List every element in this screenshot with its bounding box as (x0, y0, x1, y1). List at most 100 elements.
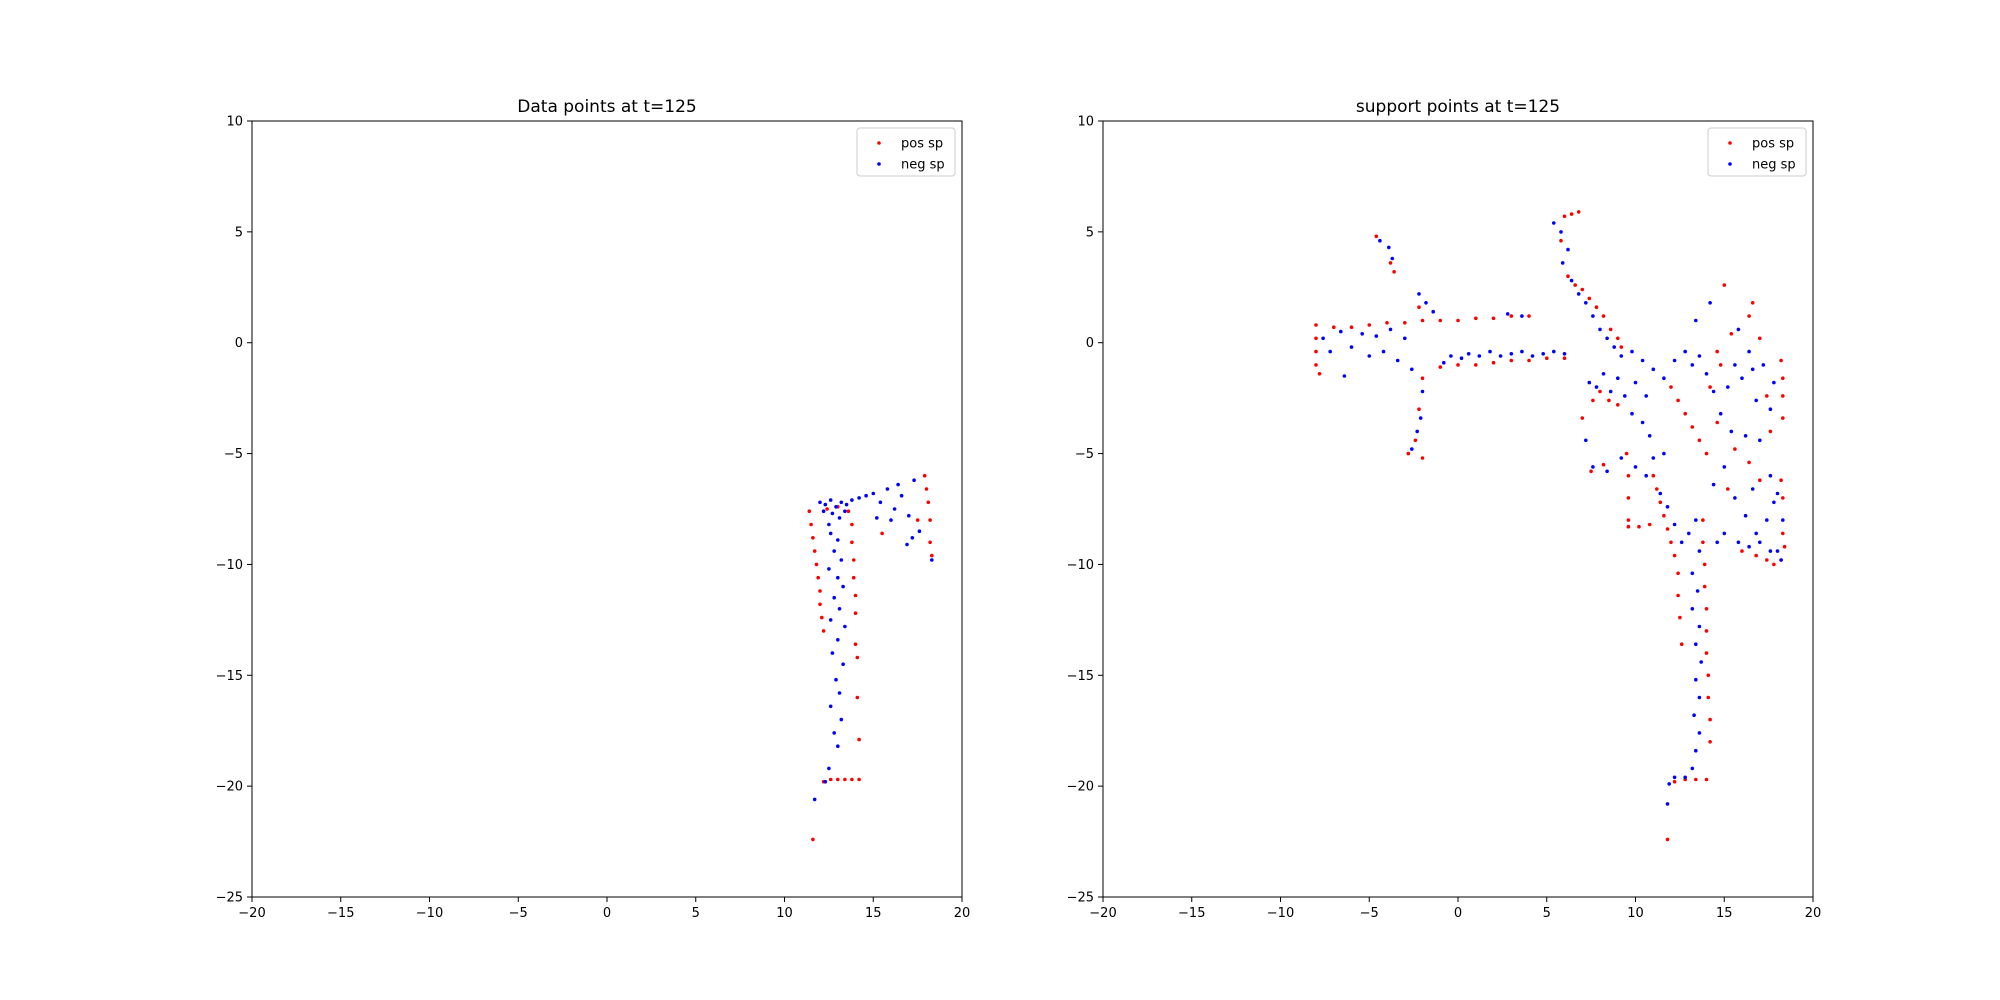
right-point-pos-25 (1374, 234, 1379, 239)
right-point-neg-92 (1683, 775, 1687, 780)
left-point-pos-3 (812, 549, 817, 553)
left-point-pos-25 (828, 777, 833, 782)
right-point-neg-88 (1692, 713, 1696, 717)
right-point-pos-60 (1647, 522, 1652, 527)
right-point-neg-30 (1509, 352, 1514, 356)
right-point-neg-68 (1619, 456, 1624, 460)
left-point-neg-15 (839, 558, 844, 562)
right-point-neg-111 (1750, 367, 1755, 372)
right-point-neg-12 (1342, 374, 1347, 378)
right-point-pos-82 (1704, 629, 1709, 633)
right-point-neg-83 (1697, 624, 1702, 629)
right-point-neg-48 (1612, 345, 1616, 349)
right-point-pos-41 (1587, 296, 1592, 301)
right-point-neg-78 (1694, 518, 1698, 522)
right-point-pos-114 (1781, 496, 1785, 500)
left-point-neg-1 (823, 502, 828, 507)
right-point-neg-50 (1630, 349, 1634, 354)
right-point-pos-40 (1580, 287, 1585, 292)
left-x-tick-label-6: 10 (776, 906, 793, 921)
left-point-neg-7 (821, 509, 826, 513)
left-point-pos-4 (814, 562, 819, 567)
right-point-pos-27 (1392, 270, 1396, 274)
right-point-pos-85 (1706, 695, 1711, 700)
left-point-neg-45 (905, 542, 909, 547)
right-point-pos-118 (1768, 429, 1773, 434)
right-point-neg-21 (1415, 429, 1419, 434)
right-point-neg-126 (1768, 473, 1773, 478)
left-y-tick-label-6: −20 (216, 780, 243, 795)
right-y-axis: 10 5 0 −5 −10 −15 −20 −25 (1067, 115, 1103, 906)
left-point-neg-27 (837, 691, 842, 695)
right-point-pos-32 (1406, 451, 1411, 456)
left-point-pos-14 (850, 522, 854, 527)
right-point-pos-46 (1619, 345, 1624, 349)
right-point-pos-11 (1438, 318, 1443, 323)
right-x-tick-label-7: 15 (1716, 906, 1733, 921)
right-point-neg-132 (1779, 558, 1783, 562)
right-point-neg-79 (1697, 549, 1702, 553)
right-point-pos-56 (1626, 496, 1631, 500)
right-point-neg-62 (1630, 411, 1634, 416)
right-point-pos-26 (1388, 261, 1393, 265)
right-point-pos-44 (1608, 327, 1613, 332)
right-point-neg-134 (1775, 549, 1780, 553)
right-point-neg-59 (1644, 394, 1648, 398)
right-point-pos-91 (1690, 425, 1695, 429)
left-x-tick-label-7: 15 (865, 906, 882, 921)
right-point-neg-15 (1390, 256, 1395, 261)
right-point-neg-123 (1765, 518, 1769, 522)
left-x-tick-label-0: −20 (238, 906, 265, 921)
right-point-pos-100 (1715, 349, 1719, 354)
right-point-neg-38 (1552, 221, 1556, 225)
right-point-neg-69 (1633, 465, 1638, 469)
right-point-pos-21 (1509, 358, 1514, 363)
left-point-pos-30 (922, 473, 927, 478)
right-point-pos-45 (1616, 336, 1620, 341)
right-point-pos-108 (1772, 562, 1776, 567)
right-point-neg-98 (1690, 363, 1695, 367)
right-point-neg-65 (1584, 438, 1588, 443)
right-x-tick-label-0: −20 (1089, 906, 1116, 921)
right-y-tick-label-3: −5 (1075, 447, 1094, 462)
right-y-tick-label-7: −25 (1067, 891, 1094, 906)
right-point-neg-136 (1715, 540, 1719, 545)
right-point-pos-109 (1779, 358, 1783, 363)
left-point-pos-6 (818, 589, 822, 593)
right-point-neg-119 (1711, 482, 1716, 487)
right-point-pos-90 (1683, 411, 1687, 416)
right-scatter-panel: support points at t=125 −20 −15 −10 −5 0 5 10 1… (1067, 97, 1822, 921)
right-point-neg-99 (1697, 354, 1702, 358)
right-point-neg-46 (1598, 327, 1602, 332)
right-point-pos-31 (1413, 438, 1418, 443)
right-point-neg-35 (1562, 352, 1567, 356)
right-point-pos-8 (1385, 321, 1389, 325)
right-point-neg-75 (1672, 522, 1677, 527)
right-y-tick-label-2: 0 (1086, 336, 1094, 351)
right-point-neg-86 (1694, 677, 1698, 682)
right-point-pos-5 (1332, 325, 1336, 330)
right-x-tick-label-2: −10 (1267, 906, 1294, 921)
right-point-neg-7 (1381, 349, 1386, 354)
right-point-neg-114 (1768, 407, 1773, 412)
right-point-pos-104 (1726, 487, 1730, 491)
right-point-neg-64 (1647, 434, 1652, 438)
right-point-neg-44 (1584, 301, 1588, 305)
right-point-neg-130 (1758, 540, 1762, 545)
right-point-neg-29 (1498, 354, 1503, 358)
right-point-pos-18 (1456, 363, 1460, 367)
left-point-neg-17 (836, 575, 840, 580)
left-point-neg-0 (818, 500, 822, 505)
right-point-neg-104 (1733, 363, 1737, 367)
left-point-neg-50 (930, 558, 934, 562)
right-point-neg-103 (1726, 385, 1730, 389)
left-point-pos-22 (855, 695, 860, 700)
right-point-neg-60 (1651, 367, 1656, 372)
right-legend: pos sp neg sp (1707, 127, 1807, 177)
right-point-pos-59 (1637, 524, 1641, 529)
right-legend-marker-pos (1728, 141, 1732, 145)
left-point-pos-32 (926, 500, 931, 505)
right-point-neg-117 (1729, 429, 1734, 434)
left-point-neg-6 (850, 498, 854, 502)
